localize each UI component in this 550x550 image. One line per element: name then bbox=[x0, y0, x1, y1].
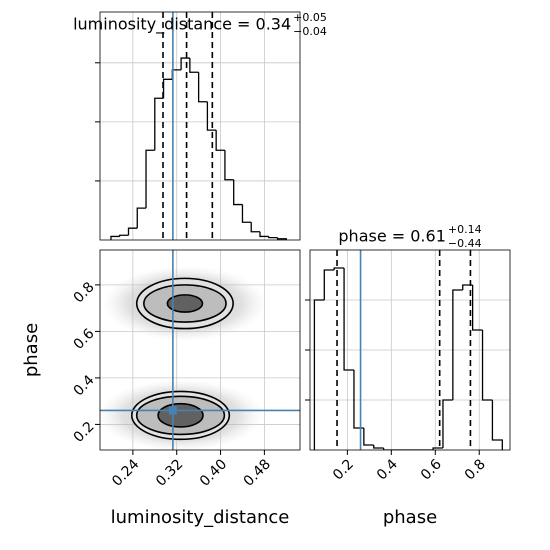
histogram-bin bbox=[180, 57, 190, 70]
histogram-bin bbox=[119, 234, 129, 237]
contour-level bbox=[157, 402, 204, 428]
histogram-bin bbox=[250, 222, 260, 233]
histogram-bin bbox=[373, 445, 384, 449]
histogram-bin bbox=[313, 299, 325, 450]
panel-frame bbox=[99, 249, 301, 451]
x-axis-label: luminosity_distance bbox=[111, 507, 290, 528]
title-lower-error: −0.44 bbox=[448, 237, 482, 250]
histogram-bin bbox=[442, 399, 453, 448]
y-tick-label: 0.8 bbox=[71, 279, 98, 306]
x-tick-label: 0.4 bbox=[374, 456, 401, 483]
histogram-bin bbox=[462, 284, 473, 290]
histogram-bin bbox=[136, 207, 147, 229]
histogram-bin bbox=[481, 330, 493, 401]
contour-level bbox=[166, 294, 204, 313]
histogram-bin bbox=[110, 235, 120, 240]
histogram-bin bbox=[491, 400, 503, 450]
panel-frame bbox=[309, 249, 511, 451]
histogram-bin bbox=[452, 289, 463, 400]
plot-area bbox=[100, 250, 300, 450]
histogram-bin bbox=[233, 179, 243, 206]
plot-area bbox=[100, 12, 300, 240]
histogram-bin bbox=[382, 448, 394, 450]
panel-title: luminosity_distance = 0.34 bbox=[73, 15, 291, 35]
histogram-bin bbox=[432, 447, 443, 450]
x-tick-label: 0.8 bbox=[462, 456, 489, 483]
x-tick-label: 0.24 bbox=[109, 456, 142, 489]
histogram-bin bbox=[145, 149, 155, 209]
title-upper-error: +0.14 bbox=[448, 223, 482, 236]
histogram-bin bbox=[127, 227, 138, 236]
truth-marker bbox=[168, 406, 177, 415]
panel-title: phase = 0.61 bbox=[338, 227, 445, 246]
histogram-bin bbox=[241, 204, 252, 223]
histogram-bin bbox=[162, 78, 173, 99]
title-lower-error: −0.04 bbox=[293, 25, 327, 38]
histogram-bin bbox=[206, 101, 217, 131]
x-tick-label: 0.32 bbox=[153, 456, 186, 489]
histogram-bin bbox=[343, 268, 354, 371]
histogram-bin bbox=[276, 237, 287, 240]
histogram-bin bbox=[323, 269, 335, 300]
histogram-bin bbox=[189, 58, 199, 73]
histogram-bin bbox=[259, 231, 269, 238]
histogram-bin bbox=[197, 72, 208, 103]
histogram-bin bbox=[353, 370, 364, 429]
y-tick-label: 0.2 bbox=[71, 419, 98, 446]
histogram-bin bbox=[224, 150, 234, 181]
x-tick-label: 0.6 bbox=[418, 456, 445, 483]
y-tick-label: 0.4 bbox=[71, 372, 98, 399]
histogram-bin bbox=[154, 97, 164, 151]
title-upper-error: +0.05 bbox=[293, 11, 327, 24]
histogram-bin bbox=[268, 236, 278, 239]
histogram-bin bbox=[215, 130, 225, 151]
y-tick-label: 0.6 bbox=[71, 326, 98, 353]
x-tick-label: 0.2 bbox=[330, 456, 357, 483]
x-tick-label: 0.48 bbox=[241, 456, 274, 489]
plot-area bbox=[310, 250, 510, 450]
y-axis-label: phase bbox=[21, 323, 42, 377]
x-axis-label: phase bbox=[383, 507, 437, 528]
histogram-bin bbox=[333, 267, 345, 270]
panel-frame bbox=[99, 11, 301, 241]
histogram-bin bbox=[471, 285, 483, 331]
x-tick-label: 0.40 bbox=[197, 456, 230, 489]
histogram-bin bbox=[363, 428, 374, 446]
